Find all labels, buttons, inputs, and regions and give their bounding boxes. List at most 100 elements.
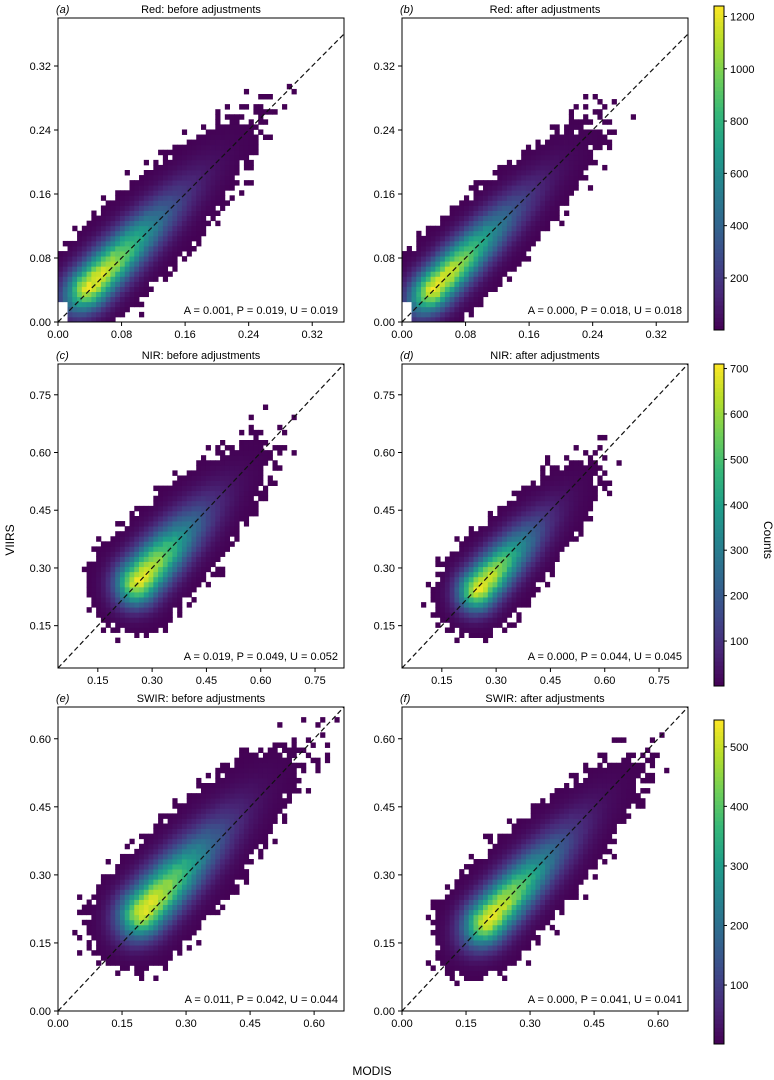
heatmap-cell <box>492 531 498 537</box>
heatmap-cell <box>77 261 83 267</box>
heatmap-cell <box>530 576 536 583</box>
heatmap-cell <box>535 541 541 547</box>
heatmap-cell <box>158 235 164 242</box>
heatmap-cell <box>210 495 216 502</box>
heatmap-cell <box>430 301 436 308</box>
heatmap-cell <box>162 485 169 492</box>
heatmap-cell <box>229 455 235 461</box>
heatmap-cell <box>239 114 245 120</box>
heatmap-cell <box>421 276 427 282</box>
heatmap-cell <box>201 783 207 789</box>
heatmap-cell <box>181 256 188 262</box>
heatmap-cell <box>177 813 183 819</box>
heatmap-cell <box>459 965 465 971</box>
heatmap-cell <box>158 617 164 623</box>
heatmap-cell <box>153 612 159 618</box>
heatmap-cell <box>540 210 546 216</box>
heatmap-cell <box>119 561 126 568</box>
heatmap-cell <box>525 240 532 247</box>
heatmap-cell <box>435 561 441 568</box>
heatmap-cell <box>115 271 121 277</box>
heatmap-cell <box>530 225 536 232</box>
heatmap-cell <box>253 124 259 130</box>
heatmap-cell <box>492 256 498 262</box>
heatmap-cell <box>454 286 460 292</box>
heatmap-cell <box>253 762 259 769</box>
heatmap-cell <box>545 500 551 507</box>
heatmap-cell <box>535 823 541 829</box>
heatmap-cell <box>229 793 235 799</box>
heatmap-cell <box>148 536 154 542</box>
heatmap-cell <box>521 592 527 598</box>
heatmap-cell <box>535 576 541 583</box>
heatmap-cell <box>483 622 489 628</box>
heatmap-cell <box>440 225 446 232</box>
heatmap-cell <box>459 879 465 885</box>
heatmap-cell <box>516 889 522 895</box>
heatmap-cell <box>248 833 254 840</box>
heatmap-cell <box>181 490 188 497</box>
heatmap-cell <box>521 859 527 865</box>
heatmap-cell <box>554 541 560 547</box>
heatmap-cell <box>167 195 173 201</box>
heatmap-cell <box>172 833 178 840</box>
heatmap-cell <box>229 541 235 547</box>
heatmap-cell <box>521 246 527 252</box>
panel-f: 0.00 0.15 0.30 0.45 0.600.000.150.300.450.60… <box>374 693 689 1030</box>
heatmap-cell <box>191 210 197 216</box>
heatmap-cell <box>234 480 240 486</box>
heatmap-cell <box>578 460 584 466</box>
heatmap-cell <box>143 230 149 237</box>
heatmap-cell <box>81 286 87 292</box>
heatmap-cell <box>435 311 441 318</box>
panel-c: 0.15 0.30 0.45 0.60 0.750.150.300.450.600.75… <box>30 350 345 687</box>
heatmap-cell <box>86 576 92 583</box>
heatmap-cell <box>454 256 460 262</box>
heatmap-cell <box>205 475 211 481</box>
heatmap-cell <box>516 500 522 507</box>
heatmap-cell <box>502 889 508 895</box>
heatmap-cell <box>91 576 97 583</box>
heatmap-cell <box>115 581 121 588</box>
heatmap-cell <box>468 586 474 593</box>
heatmap-cell <box>502 505 508 512</box>
heatmap-cell <box>516 869 522 875</box>
heatmap-cell <box>478 632 484 638</box>
heatmap-cell <box>119 581 126 588</box>
heatmap-cell <box>554 556 560 562</box>
heatmap-cell <box>201 180 207 186</box>
heatmap-cell <box>110 950 116 956</box>
heatmap-cell <box>201 225 207 232</box>
heatmap-cell <box>578 154 584 161</box>
heatmap-cell <box>516 899 522 905</box>
heatmap-cell <box>129 894 135 900</box>
heatmap-cell <box>86 306 92 313</box>
heatmap-cell <box>253 783 259 789</box>
heatmap-cell <box>425 225 431 232</box>
heatmap-cell <box>262 752 269 759</box>
heatmap-cell <box>478 566 484 573</box>
heatmap-cell <box>172 266 178 272</box>
heatmap-cell <box>554 185 560 191</box>
heatmap-cell <box>191 164 197 171</box>
heatmap-cell <box>220 536 226 542</box>
heatmap-cell <box>96 914 102 921</box>
heatmap-cell <box>110 251 116 257</box>
heatmap-cell <box>559 485 565 492</box>
heatmap-cell <box>177 823 183 829</box>
heatmap-cell <box>177 909 183 916</box>
heatmap-cell <box>611 99 617 105</box>
heatmap-cell <box>153 843 159 850</box>
heatmap-cell <box>196 879 202 885</box>
heatmap-cell <box>483 281 489 287</box>
heatmap-cell <box>549 205 555 211</box>
heatmap-cell <box>497 909 503 916</box>
heatmap-cell <box>172 516 178 522</box>
heatmap-cell <box>478 586 484 593</box>
heatmap-cell <box>134 571 140 578</box>
heatmap-cell <box>421 271 427 277</box>
heatmap-cell <box>158 190 164 196</box>
heatmap-cell <box>272 818 278 824</box>
heatmap-cell <box>521 180 527 186</box>
heatmap-cell <box>267 94 273 100</box>
